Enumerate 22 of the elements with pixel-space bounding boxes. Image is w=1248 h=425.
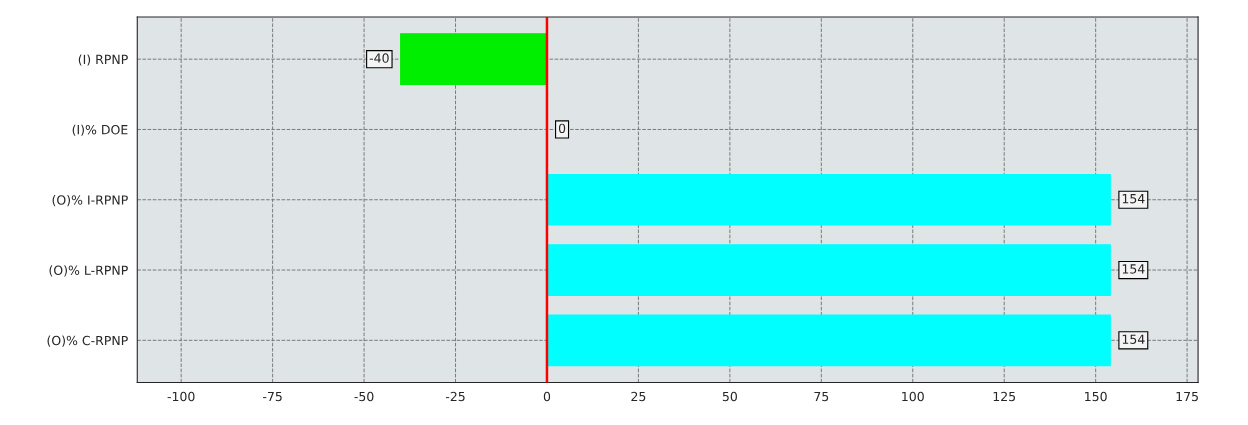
data-label: -40: [369, 53, 389, 63]
x-tick-label: 25: [631, 391, 646, 402]
y-tick-label: (I)% DOE: [72, 124, 128, 136]
x-tick-label: -50: [354, 391, 374, 402]
y-tick-label: (O)% L-RPNP: [49, 265, 128, 277]
y-tick-label: (I) RPNP: [78, 54, 128, 66]
x-tick-label: 150: [1085, 391, 1107, 402]
x-tick-label: -100: [167, 391, 195, 402]
x-tick-label: 175: [1176, 391, 1198, 402]
x-tick-label: 75: [814, 391, 829, 402]
data-label: 0: [558, 123, 566, 134]
x-tick-label: 50: [722, 391, 737, 402]
x-tick-label: -75: [263, 391, 282, 402]
x-tick-label: 125: [993, 391, 1016, 402]
y-tick-label: (O)% I-RPNP: [52, 195, 128, 207]
x-tick-label: -25: [445, 391, 465, 402]
data-label: 154: [1122, 194, 1145, 204]
y-tick-label: (O)% C-RPNP: [47, 335, 128, 347]
data-label: 154: [1122, 334, 1145, 344]
x-tick-label: 0: [543, 391, 551, 402]
data-label: 154: [1122, 264, 1145, 274]
x-tick-label: 100: [902, 391, 924, 402]
